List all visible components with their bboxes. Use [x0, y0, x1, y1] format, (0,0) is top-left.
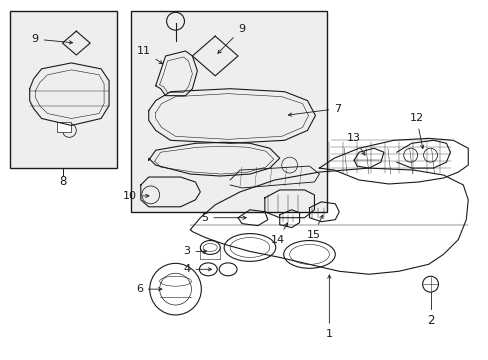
Text: 9: 9 — [32, 34, 72, 44]
Text: 7: 7 — [288, 104, 341, 116]
Bar — [131, 11, 326, 212]
Text: 3: 3 — [183, 247, 206, 256]
Text: 5: 5 — [201, 213, 246, 223]
Bar — [10, 11, 117, 168]
Text: 8: 8 — [60, 175, 67, 189]
Text: 14: 14 — [270, 223, 287, 244]
Text: 10: 10 — [122, 191, 149, 201]
Text: 2: 2 — [426, 314, 433, 327]
Text: 11: 11 — [137, 46, 162, 64]
Bar — [57, 122, 71, 132]
Text: 9: 9 — [217, 24, 244, 53]
Text: 4: 4 — [183, 264, 211, 274]
Text: 6: 6 — [136, 284, 162, 294]
Text: 1: 1 — [325, 275, 332, 339]
Text: 15: 15 — [306, 215, 322, 239]
Text: 13: 13 — [346, 133, 364, 155]
Text: 12: 12 — [409, 113, 423, 149]
